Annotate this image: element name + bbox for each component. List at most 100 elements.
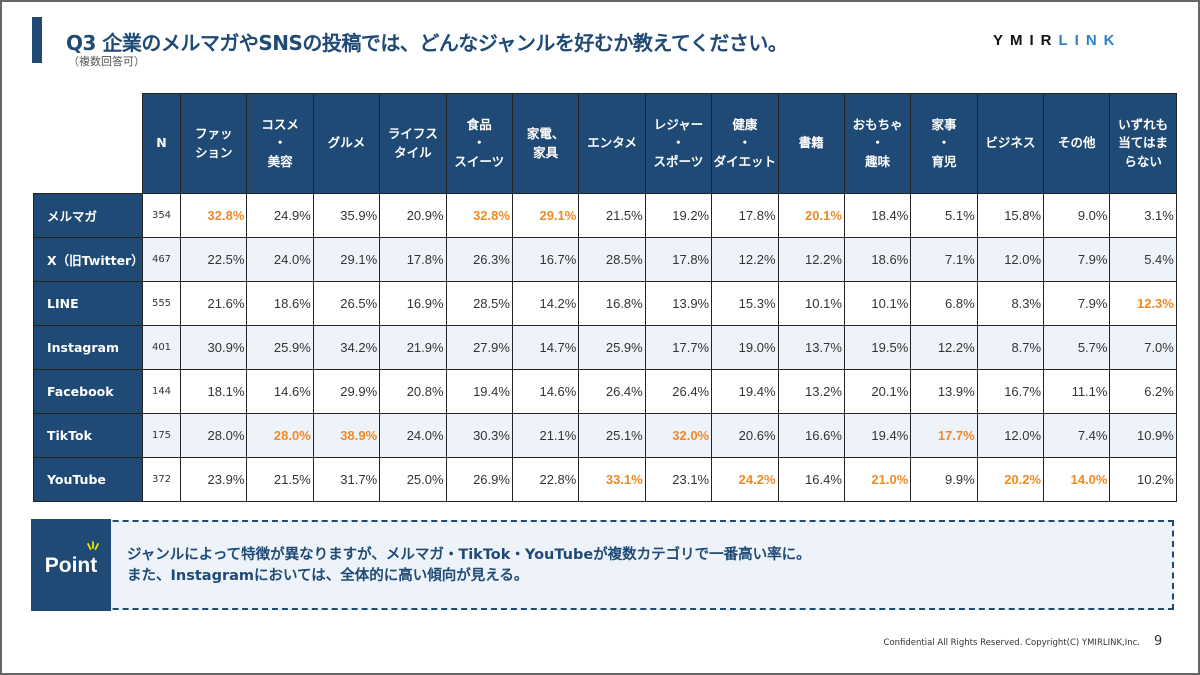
highlighted-value-cell: 29.1%: [511, 193, 580, 238]
value-cell: 19.4%: [711, 369, 779, 414]
highlighted-value-cell: 20.2%: [976, 457, 1045, 502]
table-row: Instagram 401 30.9% 25.9% 34.2% 21.9% 27.9% 14.…: [33, 325, 1177, 370]
column-header: 健康 ・ ダイエット: [711, 93, 779, 194]
value-cell: 16.6%: [777, 413, 845, 458]
value-cell: 30.9%: [179, 325, 248, 370]
sample-size-cell: 467: [142, 237, 181, 282]
value-cell: 31.7%: [312, 457, 381, 502]
value-cell: 13.7%: [777, 325, 845, 370]
value-cell: 26.5%: [312, 281, 381, 326]
value-cell: 23.9%: [179, 457, 248, 502]
column-header: コスメ ・ 美容: [246, 93, 314, 194]
value-cell: 6.2%: [1109, 369, 1177, 414]
value-cell: 24.0%: [379, 413, 447, 458]
value-cell: 26.9%: [445, 457, 513, 502]
value-cell: 5.1%: [910, 193, 978, 238]
value-cell: 27.9%: [445, 325, 513, 370]
value-cell: 18.6%: [843, 237, 912, 282]
value-cell: 25.1%: [578, 413, 646, 458]
value-cell: 16.9%: [379, 281, 447, 326]
value-cell: 14.2%: [511, 281, 580, 326]
value-cell: 26.4%: [578, 369, 646, 414]
value-cell: 14.7%: [511, 325, 580, 370]
page-number: 9: [1154, 634, 1163, 649]
value-cell: 12.0%: [976, 237, 1045, 282]
value-cell: 21.5%: [246, 457, 314, 502]
column-header: ビジネス: [976, 93, 1045, 194]
value-cell: 19.4%: [445, 369, 513, 414]
column-header: N: [142, 93, 181, 194]
table-row: LINE 555 21.6% 18.6% 26.5% 16.9% 28.5% 14.2% 16.…: [33, 281, 1177, 326]
value-cell: 6.8%: [910, 281, 978, 326]
column-header: その他: [1043, 93, 1111, 194]
value-cell: 20.6%: [711, 413, 779, 458]
logo-blue-text: LINK: [1058, 32, 1122, 49]
point-box: [33, 520, 1174, 610]
value-cell: 20.9%: [379, 193, 447, 238]
value-cell: 16.8%: [578, 281, 646, 326]
value-cell: 18.1%: [179, 369, 248, 414]
value-cell: 11.1%: [1043, 369, 1111, 414]
table-row: X（旧Twitter） 467 22.5% 24.0% 29.1% 17.8% 26.3% 1…: [33, 237, 1177, 282]
copyright-footer: Confidential All Rights Reserved. Copyri…: [883, 638, 1140, 648]
sample-size-cell: 401: [142, 325, 181, 370]
row-header: Facebook: [33, 369, 143, 414]
highlighted-value-cell: 28.0%: [246, 413, 314, 458]
value-cell: 5.4%: [1109, 237, 1177, 282]
value-cell: 16.7%: [976, 369, 1045, 414]
value-cell: 13.9%: [644, 281, 713, 326]
value-cell: 9.0%: [1043, 193, 1111, 238]
column-header: 家電、 家具: [511, 93, 580, 194]
table-corner: [33, 93, 143, 194]
value-cell: 18.4%: [843, 193, 912, 238]
value-cell: 29.1%: [312, 237, 381, 282]
page-subtitle: （複数回答可）: [68, 55, 145, 68]
title-accent-bar: [32, 17, 42, 63]
sample-size-cell: 144: [142, 369, 181, 414]
value-cell: 26.4%: [644, 369, 713, 414]
column-header: 食品 ・ スイーツ: [445, 93, 513, 194]
column-header: グルメ: [312, 93, 381, 194]
page-title: Q3 企業のメルマガやSNSの投稿では、どんなジャンルを好むか教えてください。: [66, 31, 788, 55]
value-cell: 20.8%: [379, 369, 447, 414]
value-cell: 12.2%: [777, 237, 845, 282]
value-cell: 28.5%: [578, 237, 646, 282]
value-cell: 14.6%: [246, 369, 314, 414]
highlighted-value-cell: 38.9%: [312, 413, 381, 458]
value-cell: 21.1%: [511, 413, 580, 458]
table-row: YouTube 372 23.9% 21.5% 31.7% 25.0% 26.9% 22.8%…: [33, 457, 1177, 502]
value-cell: 10.1%: [777, 281, 845, 326]
value-cell: 15.8%: [976, 193, 1045, 238]
value-cell: 7.9%: [1043, 281, 1111, 326]
value-cell: 28.5%: [445, 281, 513, 326]
value-cell: 12.0%: [976, 413, 1045, 458]
value-cell: 34.2%: [312, 325, 381, 370]
value-cell: 28.0%: [179, 413, 248, 458]
sample-size-cell: 175: [142, 413, 181, 458]
value-cell: 16.7%: [511, 237, 580, 282]
value-cell: 23.1%: [644, 457, 713, 502]
value-cell: 26.3%: [445, 237, 513, 282]
point-badge: Point: [31, 519, 111, 611]
highlighted-value-cell: 32.8%: [179, 193, 248, 238]
value-cell: 17.7%: [644, 325, 713, 370]
value-cell: 21.5%: [578, 193, 646, 238]
value-cell: 3.1%: [1109, 193, 1177, 238]
sample-size-cell: 354: [142, 193, 181, 238]
column-header: 書籍: [777, 93, 845, 194]
sample-size-cell: 555: [142, 281, 181, 326]
company-logo: YMIRLINK: [993, 32, 1122, 49]
value-cell: 21.9%: [379, 325, 447, 370]
column-header: レジャー ・ スポーツ: [644, 93, 713, 194]
highlighted-value-cell: 32.8%: [445, 193, 513, 238]
point-line-2: また、Instagramにおいては、全体的に高い傾向が見える。: [127, 568, 529, 584]
point-label: Point: [44, 554, 98, 577]
value-cell: 35.9%: [312, 193, 381, 238]
table-row: Facebook 144 18.1% 14.6% 29.9% 20.8% 19.4% 14.6…: [33, 369, 1177, 414]
value-cell: 7.4%: [1043, 413, 1111, 458]
highlighted-value-cell: 32.0%: [644, 413, 713, 458]
value-cell: 22.8%: [511, 457, 580, 502]
value-cell: 17.8%: [379, 237, 447, 282]
value-cell: 17.8%: [711, 193, 779, 238]
highlighted-value-cell: 14.0%: [1043, 457, 1111, 502]
